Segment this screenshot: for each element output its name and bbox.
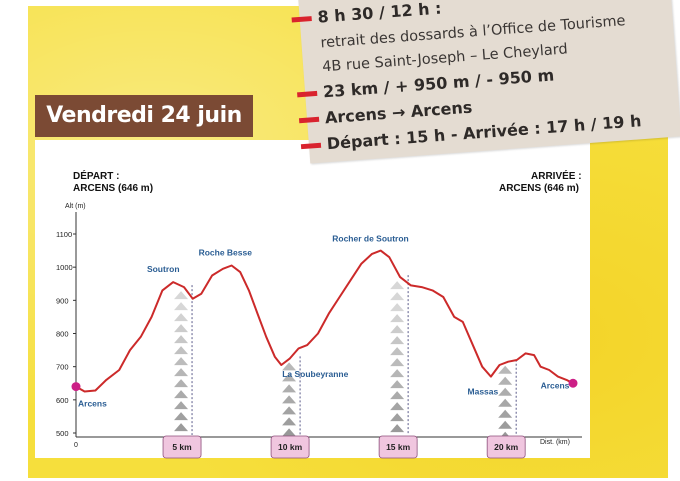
km-box [378,435,418,459]
x-axis-label: Dist. (km) [540,439,570,446]
km-label: 15 km [386,442,411,452]
end-place: ARCENS (646 m) [498,183,579,194]
start-point [71,382,81,392]
km-column [282,362,297,437]
waypoint-label: La Soubeyranne [282,369,348,379]
y-tick-label: 600 [56,396,69,405]
triangle-marker [498,409,513,418]
triangle-marker [174,412,189,421]
y-tick-label: 1100 [56,230,72,239]
waypoint-label: Massas [468,387,499,397]
triangle-marker [390,325,405,334]
triangle-marker [174,324,189,333]
triangle-marker [390,281,405,290]
triangle-marker [174,423,189,432]
triangle-marker [174,313,189,322]
triangle-marker [282,373,297,382]
triangle-marker [498,398,513,407]
km-box [486,435,526,459]
triangle-marker [174,379,189,388]
triangle-marker [498,420,513,429]
y-axis-label: Alt (m) [65,203,86,210]
y-tick-label: 500 [56,429,69,438]
y-tick-label: 900 [56,296,69,305]
triangle-marker [390,303,405,312]
start-label: DÉPART : [73,171,120,182]
km-column [174,291,189,432]
triangle-marker [282,395,297,404]
triangle-marker [174,357,189,366]
elevation-profile-line [75,249,574,393]
triangle-marker [282,384,297,393]
triangle-marker [390,424,405,433]
km-label: 5 km [172,442,192,452]
triangle-marker [390,336,405,345]
triangle-marker [174,302,189,311]
triangle-marker [282,417,297,426]
x-origin-label: 0 [74,442,78,449]
waypoint-label: Roche Besse [199,248,253,258]
triangle-marker [390,358,405,367]
waypoint-label: Soutron [147,264,180,274]
triangle-marker [282,406,297,415]
waypoint-label: Arcens [541,381,570,391]
triangle-marker [390,347,405,356]
triangle-marker [390,380,405,389]
triangle-marker [498,387,513,396]
triangle-marker [390,292,405,301]
triangle-marker [174,346,189,355]
km-box [270,435,310,459]
end-point [568,378,578,388]
triangle-marker [174,401,189,410]
triangle-marker [282,362,297,371]
triangle-marker [390,391,405,400]
y-tick-label: 800 [56,330,69,339]
km-column [498,365,513,440]
waypoint-label: Rocher de Soutron [332,234,409,244]
triangle-marker [174,335,189,344]
km-column [390,281,405,433]
triangle-marker [390,314,405,323]
triangle-marker [390,413,405,422]
start-place: ARCENS (646 m) [73,183,154,194]
triangle-marker [174,291,189,300]
triangle-marker [498,376,513,385]
triangle-marker [498,365,513,374]
triangle-marker [174,390,189,399]
waypoint-label: Arcens [78,399,107,409]
triangle-marker [174,368,189,377]
triangle-marker [282,428,297,437]
y-tick-label: 1000 [56,263,73,272]
y-tick-label: 700 [56,363,69,372]
end-label: ARRIVÉE : [531,171,582,182]
chart-panel [35,140,590,458]
date-banner: Vendredi 24 juin [35,95,253,137]
triangle-marker [390,369,405,378]
km-label: 10 km [278,442,303,452]
km-box [162,435,202,459]
km-label: 20 km [494,442,519,452]
triangle-marker [390,402,405,411]
